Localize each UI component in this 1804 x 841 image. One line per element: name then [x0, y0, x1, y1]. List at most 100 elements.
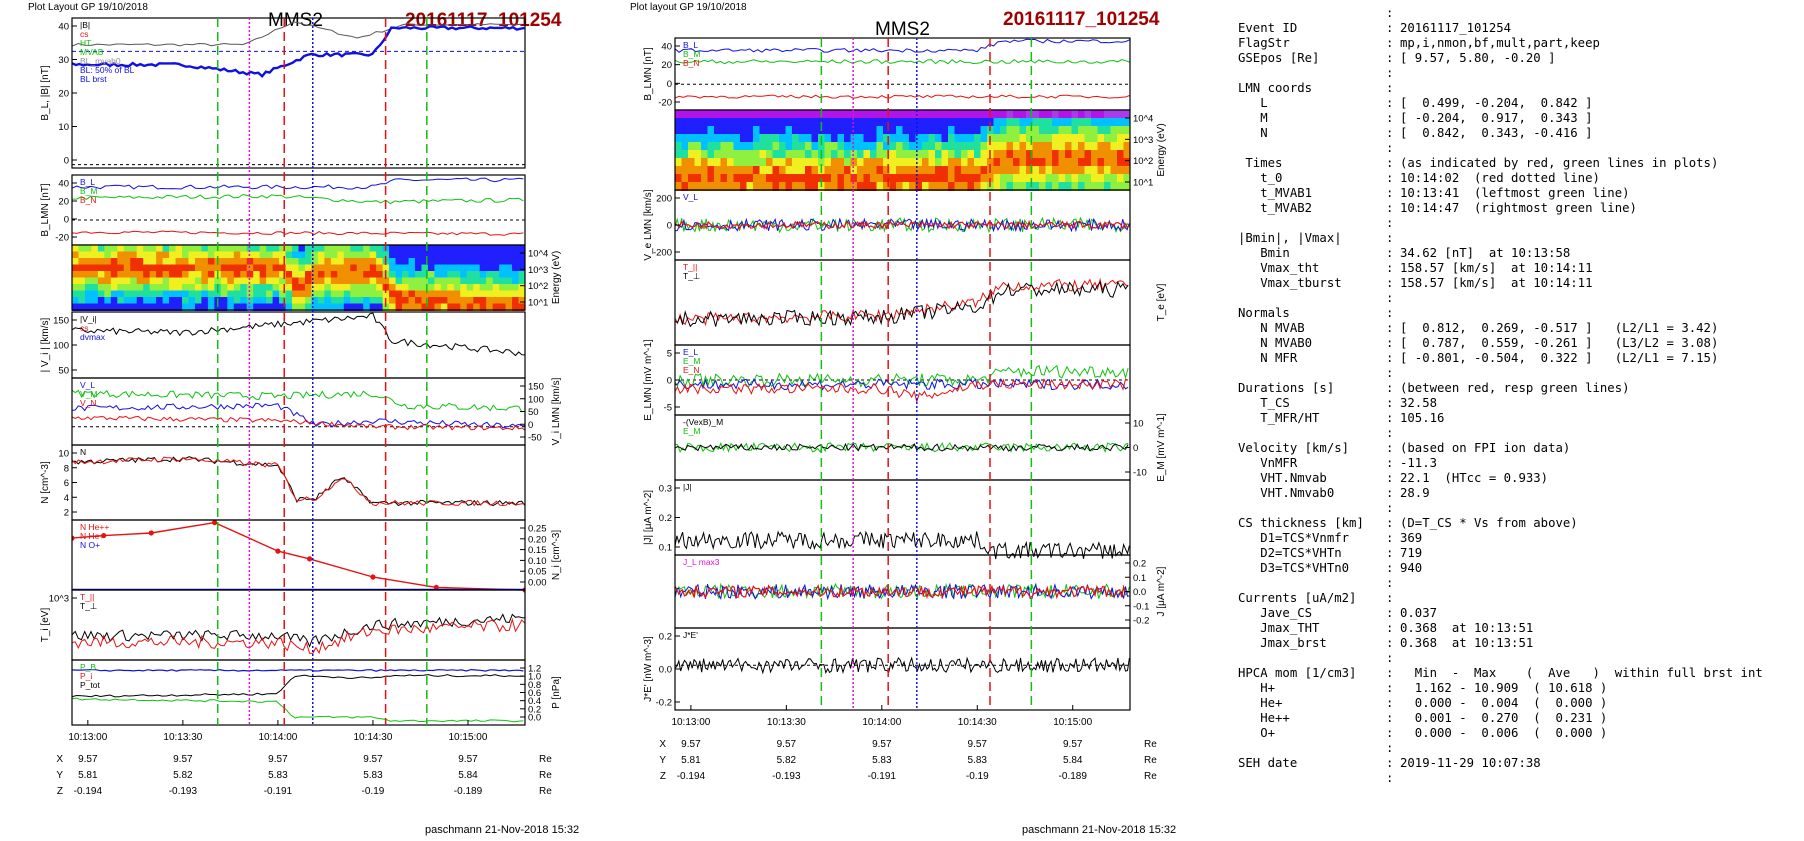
spectrogram-cell	[369, 271, 378, 279]
spectrogram-cell	[792, 182, 800, 191]
spectrogram-cell	[149, 277, 158, 285]
spectrogram-cell	[1045, 166, 1053, 175]
legend-entry: B_L	[80, 177, 95, 187]
info-colon: :	[1386, 186, 1394, 200]
spectrogram-cell	[363, 258, 371, 266]
spectrogram-cell	[97, 251, 106, 259]
spectrogram-cell	[967, 166, 975, 175]
spectrogram-cell	[1091, 158, 1099, 167]
spectrogram-cell	[772, 142, 780, 151]
spectrogram-cell	[922, 182, 930, 191]
spectrogram-cell	[935, 174, 943, 183]
spectrogram-cell	[266, 258, 274, 266]
spectrogram-cell	[382, 251, 391, 259]
spectrogram-cell	[1084, 182, 1092, 191]
spectrogram-cell	[292, 251, 300, 259]
spectrogram-cell	[1032, 134, 1040, 143]
spectrogram-cell	[870, 182, 878, 191]
spectrogram-cell	[84, 277, 93, 285]
spectrogram-cell	[486, 277, 494, 285]
y-tick-label-right: 10^2	[1133, 156, 1153, 167]
spectrogram-cell	[518, 264, 525, 272]
spectrogram-cell	[714, 134, 722, 143]
spectrogram-cell	[727, 142, 735, 151]
info-line: N:[ 0.842, 0.343, -0.416 ]	[1238, 126, 1798, 141]
spectrogram-cell	[1052, 118, 1060, 127]
info-colon: :	[1386, 681, 1394, 695]
legend-entry: B_N	[80, 195, 97, 205]
spectrogram-cell	[512, 271, 520, 279]
spectrogram-cell	[175, 251, 184, 259]
y-tick-label-right: 0.00	[528, 578, 547, 589]
spectrogram-cell	[688, 182, 696, 191]
spectrogram-cell	[253, 284, 261, 292]
spectrogram-cell	[156, 251, 164, 259]
info-value: [ 9.57, 5.80, -0.20 ]	[1400, 51, 1556, 65]
spectrogram-cell	[779, 174, 787, 183]
spectrogram-cell	[707, 182, 715, 191]
spectrogram-cell	[84, 251, 93, 259]
spectrogram-cell	[844, 142, 852, 151]
info-line: GSEpos [Re]:[ 9.57, 5.80, -0.20 ]	[1238, 51, 1798, 66]
spectrogram-cell	[130, 284, 138, 292]
spectrogram-cell	[220, 290, 229, 298]
spectrogram-cell	[837, 126, 845, 135]
spectrogram-cell	[298, 284, 306, 292]
spectrogram-cell	[337, 284, 345, 292]
spectrogram-cell	[272, 258, 281, 266]
spectrogram-cell	[831, 182, 839, 191]
panel-data	[675, 277, 1129, 328]
spectrogram-cell	[227, 251, 235, 259]
info-key: Jave_CS	[1238, 606, 1313, 620]
plot2-footer: paschmann 21-Nov-2018 15:32	[1022, 824, 1176, 836]
spectrogram-cell	[753, 166, 761, 175]
spectrogram-cell	[902, 182, 910, 191]
spectrogram-cell	[136, 284, 145, 292]
y-tick-label: 30	[58, 55, 69, 66]
position-row-label: X	[659, 739, 666, 750]
spectrogram-cell	[733, 158, 741, 167]
y-tick-label-right: 10	[1133, 419, 1144, 430]
spectrogram-cell	[1078, 150, 1086, 159]
spectrogram-cell	[266, 245, 274, 253]
spectrogram-cell	[369, 290, 378, 298]
legend-entry: B_M	[80, 186, 97, 196]
spectrogram-cell	[1123, 174, 1130, 183]
spectrogram-cell	[143, 284, 151, 292]
spectrogram-cell	[91, 290, 99, 298]
info-value: 105.16	[1400, 411, 1445, 425]
spectrogram-cell	[1117, 134, 1125, 143]
info-line: He+: 0.000 - 0.004 ( 0.000 )	[1238, 696, 1798, 711]
position-value: 5.81	[78, 770, 98, 781]
spectrogram-cell	[811, 174, 819, 183]
spectrogram-cell	[330, 297, 339, 305]
info-value: 0.001 - 0.270 ( 0.231 )	[1400, 711, 1608, 725]
info-colon: :	[1386, 141, 1394, 155]
spectrogram-cell	[240, 290, 248, 298]
spectrogram-cell	[714, 126, 722, 135]
spectrogram-cell	[740, 134, 748, 143]
spectrogram-cell	[883, 174, 891, 183]
spectrogram-cell	[110, 271, 119, 279]
spectrogram-cell	[499, 264, 507, 272]
bn-line	[72, 230, 524, 236]
spectrogram-cell	[967, 174, 975, 183]
spectrogram-cell	[831, 174, 839, 183]
spectrogram-cell	[805, 174, 813, 183]
spectrogram-cell	[779, 182, 787, 191]
spectrogram-cell	[714, 158, 722, 167]
spectrogram-cell	[811, 126, 819, 135]
spectrogram-cell	[460, 290, 468, 298]
spectrogram-cell	[1110, 118, 1118, 127]
spectrogram-cell	[169, 251, 177, 259]
spectrogram-cell	[466, 277, 475, 285]
spectrogram-cell	[479, 258, 488, 266]
spectrogram-cell	[1084, 142, 1092, 151]
spectrogram-cell	[518, 297, 525, 305]
info-value: 1.162 - 10.909 ( 10.618 )	[1400, 681, 1608, 695]
spectrogram-cell	[1065, 174, 1073, 183]
spectrogram-cell	[1071, 142, 1079, 151]
legend-entry: |B|	[80, 20, 90, 30]
spectrogram-cell	[714, 174, 722, 183]
info-colon: :	[1386, 621, 1394, 635]
